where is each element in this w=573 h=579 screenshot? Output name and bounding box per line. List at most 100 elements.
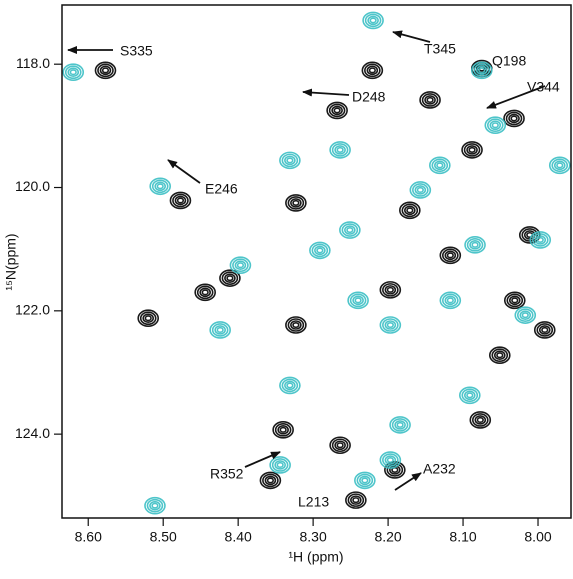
peak <box>285 194 307 212</box>
peak <box>389 416 411 434</box>
peak <box>379 316 402 334</box>
peak <box>514 306 537 324</box>
contour-ring <box>149 177 172 196</box>
contour-ring <box>264 475 277 486</box>
y-axis-label: ¹⁵N(ppm) <box>3 233 19 290</box>
peak <box>488 346 511 365</box>
contour-ring <box>285 316 307 334</box>
peak <box>548 156 571 175</box>
contour-ring <box>426 96 434 103</box>
contour-ring <box>346 227 354 234</box>
contour-ring <box>352 497 360 504</box>
contour-ring <box>446 252 454 259</box>
contour-ring <box>364 13 382 28</box>
contour-ring <box>488 346 511 365</box>
contour-ring <box>314 245 326 256</box>
peak <box>533 321 556 339</box>
contour-ring <box>412 183 429 197</box>
contour-ring <box>533 321 556 339</box>
contour-ring <box>172 193 189 208</box>
peak <box>345 491 367 509</box>
peak <box>399 201 421 220</box>
contour-ring <box>474 415 487 425</box>
contour-ring <box>389 465 401 475</box>
contour-ring <box>436 162 444 169</box>
contour-ring <box>149 500 161 511</box>
contour-ring <box>144 496 166 515</box>
contour-ring <box>209 321 231 339</box>
annotation-arrow <box>302 88 350 97</box>
contour-ring <box>491 122 499 129</box>
peak <box>439 246 462 265</box>
contour-ring <box>503 291 526 310</box>
contour-ring <box>466 145 478 155</box>
contour-ring <box>221 271 239 285</box>
contour-ring <box>444 295 457 306</box>
peak <box>269 456 291 474</box>
peak <box>144 496 166 515</box>
contour-ring <box>505 111 523 126</box>
contour-ring <box>309 241 331 260</box>
contour-ring <box>431 158 449 173</box>
contour-ring <box>287 318 305 332</box>
x-axis-label: ¹H (ppm) <box>288 549 343 565</box>
contour-ring <box>518 226 541 244</box>
contour-ring <box>469 240 481 250</box>
contour-ring <box>333 107 341 114</box>
contour-ring <box>364 63 381 78</box>
peak <box>326 101 348 120</box>
contour-ring <box>471 241 479 248</box>
contour-ring <box>541 326 549 333</box>
contour-ring <box>534 235 547 245</box>
contour-ring <box>142 313 155 324</box>
peak <box>94 61 117 80</box>
contour-ring <box>64 65 82 80</box>
contour-ring <box>384 455 397 465</box>
contour-ring <box>463 390 476 401</box>
contour-ring <box>421 93 439 107</box>
peak <box>347 291 369 310</box>
contour-ring <box>97 63 114 78</box>
contour-ring <box>464 236 486 254</box>
contour-ring <box>284 380 296 391</box>
contour-ring <box>416 186 424 194</box>
contour-ring <box>366 65 379 76</box>
contour-ring <box>328 103 346 118</box>
peak <box>285 316 307 334</box>
annotation: Q198 <box>492 53 526 69</box>
contour-ring <box>259 471 282 490</box>
contour-ring <box>326 101 348 120</box>
contour-ring <box>285 194 307 212</box>
contour-ring <box>396 421 404 428</box>
contour-ring <box>334 145 346 155</box>
contour-ring <box>389 416 411 434</box>
contour-ring <box>519 310 532 320</box>
contour-ring <box>62 63 85 82</box>
contour-ring <box>336 146 344 153</box>
contour-ring <box>262 473 279 488</box>
contour-ring <box>359 475 371 486</box>
contour-ring <box>279 376 301 395</box>
contour-ring <box>281 378 299 393</box>
contour-ring <box>406 207 414 214</box>
contour-ring <box>331 105 343 116</box>
peak <box>219 269 241 287</box>
annotation-arrow <box>167 159 201 184</box>
contour-ring <box>463 143 481 157</box>
contour-ring <box>99 65 112 76</box>
contour-ring <box>469 411 492 429</box>
contour-ring <box>478 67 486 74</box>
contour-ring <box>292 321 300 329</box>
peak <box>329 436 351 455</box>
contour-ring <box>232 258 249 272</box>
contour-ring <box>214 325 226 335</box>
contour-ring <box>446 297 454 304</box>
contour-ring <box>146 498 164 513</box>
peak <box>209 321 231 339</box>
contour-ring <box>475 65 488 76</box>
contour-ring <box>286 382 294 389</box>
contour-ring <box>226 275 234 282</box>
peak <box>62 63 85 82</box>
contour-ring <box>274 460 286 470</box>
contour-ring <box>286 157 294 164</box>
